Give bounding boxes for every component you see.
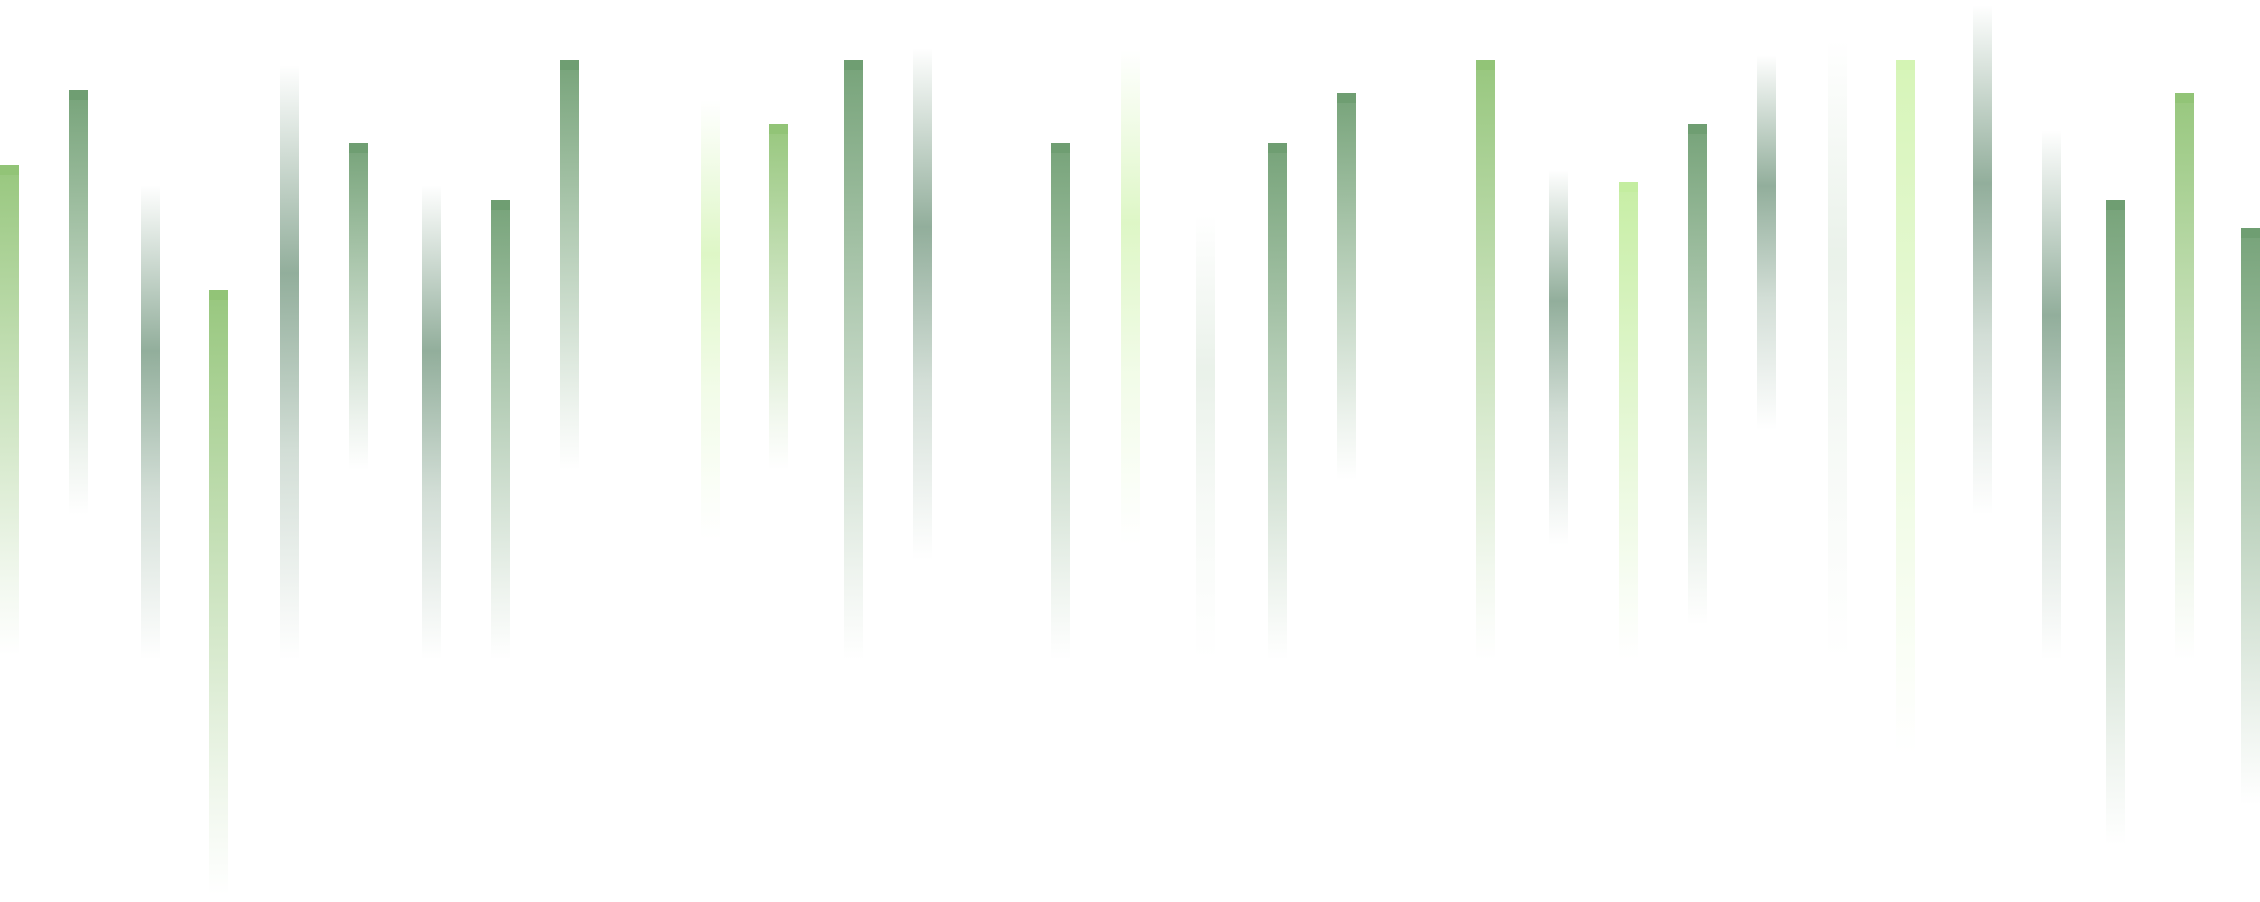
bar-29 [2175, 93, 2194, 660]
bar-12 [844, 60, 863, 660]
bar-11 [769, 124, 788, 470]
bar-10 [701, 100, 720, 540]
bar-cap [349, 143, 368, 153]
bar-6 [349, 143, 368, 470]
bar-16 [1196, 215, 1215, 660]
bar-cap [2241, 228, 2260, 238]
bar-cap [2175, 93, 2194, 103]
bar-24 [1828, 40, 1847, 660]
bar-15 [1121, 50, 1140, 545]
bar-7 [422, 185, 441, 660]
bar-26 [1973, 5, 1992, 515]
bar-cap [491, 200, 510, 210]
bar-20 [1549, 170, 1568, 545]
bar-19 [1476, 60, 1495, 660]
bar-5 [280, 65, 299, 660]
bar-cap [769, 124, 788, 134]
bar-cap [0, 165, 19, 175]
bar-cap [1337, 93, 1356, 103]
bar-cap [1051, 143, 1070, 153]
bar-cap [560, 60, 579, 70]
bar-30 [2241, 228, 2260, 805]
bar-cap [69, 90, 88, 100]
bar-cap [1268, 143, 1287, 153]
bar-cap [1688, 124, 1707, 134]
bar-cap [1619, 182, 1638, 192]
bar-1 [0, 165, 19, 655]
bar-18 [1337, 93, 1356, 480]
bar-cap [2106, 200, 2125, 210]
bar-17 [1268, 143, 1287, 660]
bar-cap [1476, 60, 1495, 70]
bar-13 [913, 48, 932, 560]
bar-23 [1757, 55, 1776, 430]
bar-14 [1051, 143, 1070, 660]
bar-4 [209, 290, 228, 895]
bar-cap [209, 290, 228, 300]
bar-21 [1619, 182, 1638, 660]
bar-8 [491, 200, 510, 660]
bar-22 [1688, 124, 1707, 625]
bar-28 [2106, 200, 2125, 845]
bar-cap [1896, 60, 1915, 70]
bar-2 [69, 90, 88, 515]
bar-9 [560, 60, 579, 470]
bar-cap [844, 60, 863, 70]
bar-3 [141, 185, 160, 660]
bar-27 [2042, 130, 2061, 660]
bar-25 [1896, 60, 1915, 755]
